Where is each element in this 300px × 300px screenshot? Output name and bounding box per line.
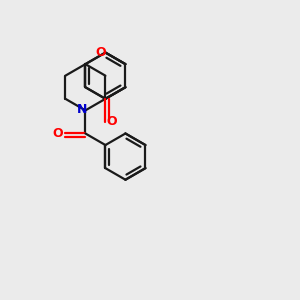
Text: N: N: [77, 103, 88, 116]
Text: O: O: [95, 46, 106, 59]
Text: O: O: [52, 127, 63, 140]
Text: O: O: [106, 116, 117, 128]
